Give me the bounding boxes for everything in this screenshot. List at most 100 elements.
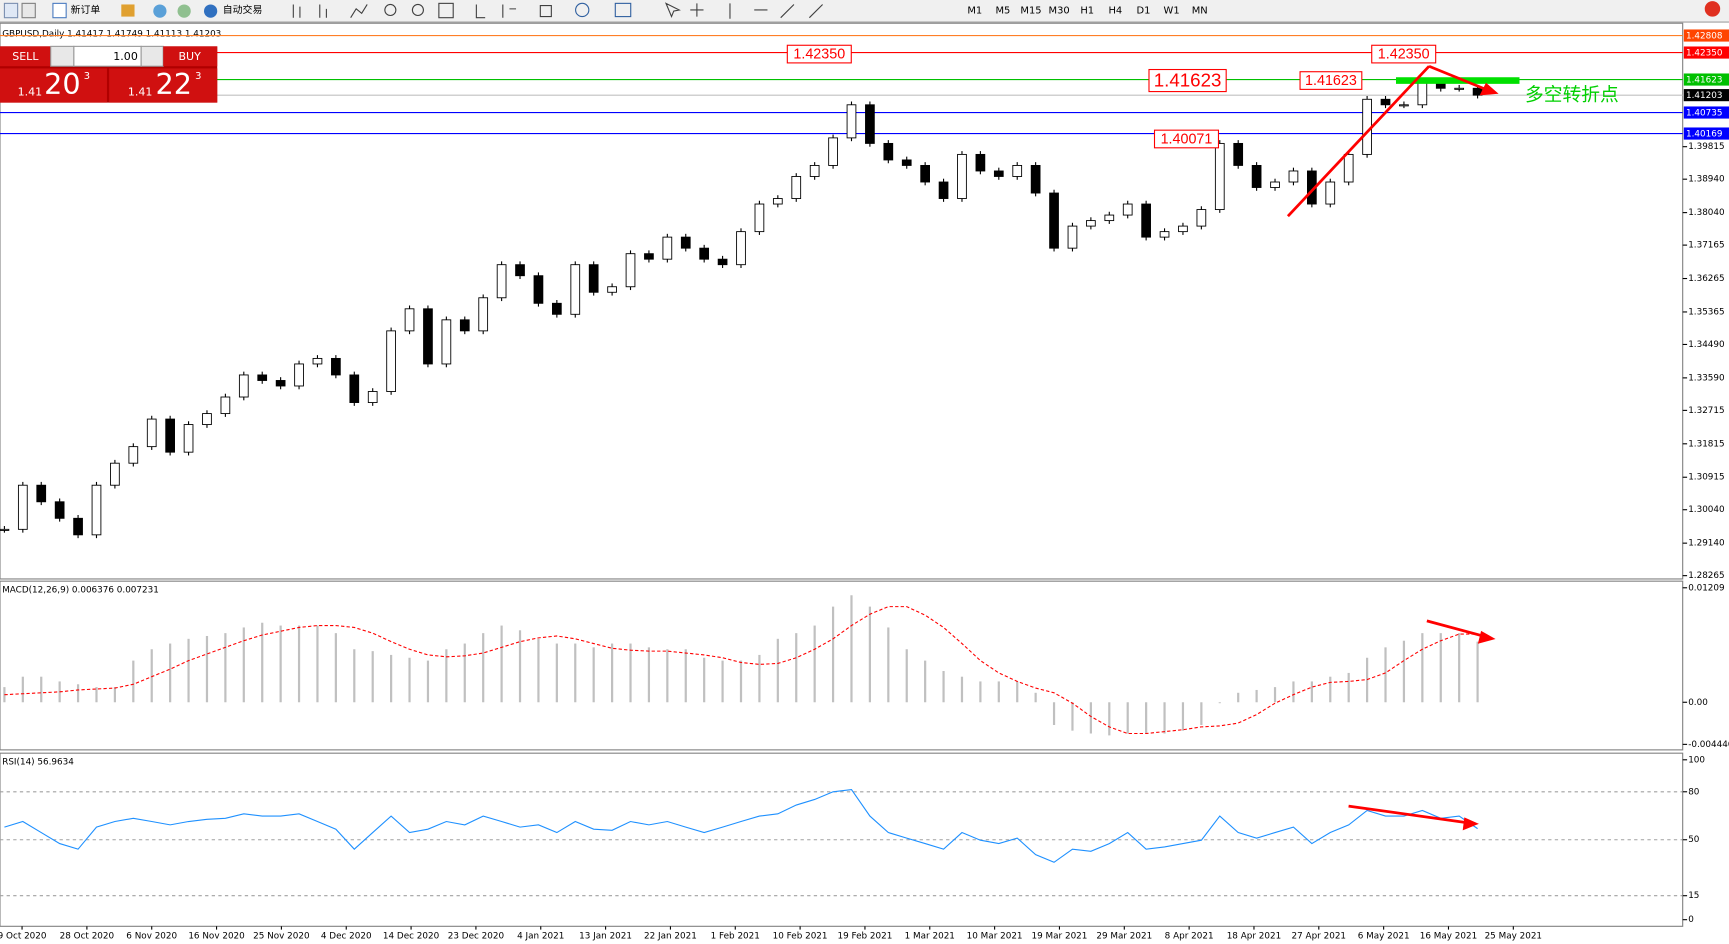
sell-label[interactable]: SELL xyxy=(12,50,39,63)
icon[interactable] xyxy=(3,2,19,19)
toolbar-button[interactable]: 新订单 xyxy=(71,3,101,16)
arrow-head xyxy=(1462,817,1479,831)
candle xyxy=(570,264,581,315)
icon[interactable] xyxy=(384,3,397,17)
candle xyxy=(1417,82,1428,106)
y-tick-label: 1.35365 xyxy=(1688,307,1724,317)
macd-bar xyxy=(574,643,577,703)
price-frac[interactable]: 3 xyxy=(84,71,90,82)
candle xyxy=(17,484,28,530)
candle xyxy=(91,484,102,536)
candle xyxy=(1049,192,1059,249)
timeframe[interactable]: H4 xyxy=(1108,6,1122,17)
sell-price[interactable] xyxy=(0,68,107,103)
timeframe[interactable]: M15 xyxy=(1020,6,1041,17)
candle xyxy=(0,528,10,531)
x-tick-label: 13 Jan 2021 xyxy=(579,932,632,942)
candle xyxy=(441,319,452,365)
candle xyxy=(1343,153,1354,183)
price-frac[interactable]: 3 xyxy=(195,71,201,82)
candle xyxy=(1086,220,1096,227)
timeframe[interactable]: MN xyxy=(1192,6,1208,17)
candle xyxy=(938,181,949,199)
macd-bar xyxy=(905,649,908,703)
macd-bar xyxy=(1108,702,1111,736)
icon[interactable] xyxy=(52,2,67,19)
buy-button[interactable] xyxy=(163,46,218,67)
timeframe[interactable]: W1 xyxy=(1164,6,1180,17)
buy-label[interactable]: BUY xyxy=(178,50,201,63)
price-pips[interactable]: 22 xyxy=(155,67,191,101)
timeframes: M1 M5 M15 M30 H1 H4 D1 W1 MN xyxy=(967,6,1207,17)
annotation: 1.41623 xyxy=(1305,73,1357,89)
icon[interactable] xyxy=(292,4,368,18)
icon[interactable] xyxy=(153,4,167,18)
toolbar-button[interactable]: 自动交易 xyxy=(223,3,263,16)
y-tick-label: 1.33590 xyxy=(1688,373,1725,383)
macd-bar xyxy=(21,676,24,703)
macd-bar xyxy=(445,649,448,703)
macd-bar xyxy=(242,627,245,703)
candle xyxy=(1104,214,1115,222)
macd-bar xyxy=(1384,647,1387,703)
y-tick-label: 1.36265 xyxy=(1688,274,1724,284)
candle xyxy=(515,264,525,277)
icon[interactable] xyxy=(203,4,218,18)
icon[interactable] xyxy=(614,2,632,18)
candle xyxy=(110,462,120,486)
macd-bar xyxy=(868,606,872,703)
candle xyxy=(1122,203,1133,216)
x-tick-label: 19 Mar 2021 xyxy=(1032,932,1088,942)
timeframe[interactable]: M5 xyxy=(995,6,1010,17)
tool-icons xyxy=(292,2,823,19)
main-pane xyxy=(0,22,1684,580)
macd-bar xyxy=(150,649,153,703)
macd-bar xyxy=(95,687,98,703)
candle xyxy=(1399,104,1409,107)
candle xyxy=(1141,203,1151,238)
x-tick-label: 14 Dec 2020 xyxy=(383,932,440,942)
lot-down[interactable] xyxy=(50,45,75,67)
macd-pane xyxy=(0,580,1684,751)
lot-value[interactable]: 1.00 xyxy=(113,50,138,63)
macd-bar xyxy=(426,660,430,703)
level-label-bg xyxy=(1683,46,1729,59)
candle xyxy=(165,418,175,453)
macd-bar xyxy=(353,649,356,703)
icon[interactable] xyxy=(575,2,590,18)
macd-bar xyxy=(721,660,724,703)
level-label-bg xyxy=(1683,127,1729,140)
y-tick-label: 1.30040 xyxy=(1688,505,1725,515)
price-big[interactable]: 1.41 xyxy=(18,86,43,99)
sell-button[interactable] xyxy=(0,46,51,67)
icon[interactable] xyxy=(177,4,191,18)
lot-up[interactable] xyxy=(140,45,164,67)
y-tick-label: 100 xyxy=(1688,755,1705,765)
price-pips[interactable]: 20 xyxy=(44,67,80,101)
y-tick-label: 1.38040 xyxy=(1688,208,1725,218)
icon[interactable] xyxy=(21,2,36,19)
macd-bar xyxy=(1255,689,1258,703)
candle xyxy=(588,264,599,293)
icon[interactable] xyxy=(121,4,135,17)
timeframe[interactable]: M1 xyxy=(967,6,982,17)
macd-bar xyxy=(684,649,687,703)
macd-bar xyxy=(1145,702,1148,734)
macd-bar xyxy=(224,633,227,703)
annotation-box xyxy=(1371,44,1437,64)
highlight-bar xyxy=(1395,77,1520,84)
buy-price[interactable] xyxy=(109,68,218,103)
candle xyxy=(644,253,654,260)
price-big[interactable]: 1.41 xyxy=(128,86,153,99)
icon[interactable] xyxy=(475,2,823,19)
timeframe[interactable]: D1 xyxy=(1137,6,1151,17)
notification[interactable] xyxy=(1704,1,1721,17)
candle xyxy=(238,374,249,398)
icon[interactable] xyxy=(438,2,454,19)
icon[interactable] xyxy=(411,3,424,17)
x-tick-label: 9 Oct 2020 xyxy=(0,932,47,942)
timeframe[interactable]: M30 xyxy=(1049,6,1070,17)
timeframe[interactable]: H1 xyxy=(1080,6,1094,17)
candle xyxy=(1030,165,1041,194)
candle xyxy=(36,484,47,503)
